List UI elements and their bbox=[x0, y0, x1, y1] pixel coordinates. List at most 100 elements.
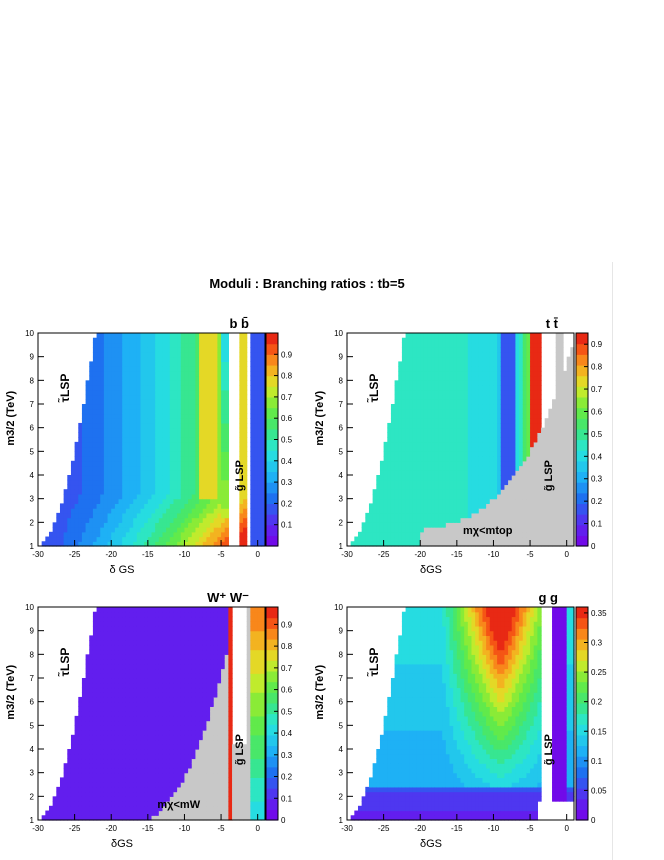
heatmap-cell bbox=[133, 531, 138, 538]
heatmap-cell bbox=[140, 432, 145, 438]
x-tick-label: 0 bbox=[255, 550, 260, 559]
heatmap-cell bbox=[96, 663, 101, 670]
colorbar-band bbox=[266, 375, 278, 382]
heatmap-cell bbox=[478, 375, 484, 381]
heatmap-cell bbox=[394, 422, 399, 429]
heatmap-cell bbox=[423, 441, 429, 448]
heatmap-cell bbox=[177, 541, 182, 547]
heatmap-cell bbox=[199, 536, 204, 542]
heatmap-cell bbox=[416, 479, 421, 486]
heatmap-cell bbox=[416, 489, 421, 495]
heatmap-cell bbox=[103, 479, 109, 486]
heatmap-cell bbox=[434, 408, 440, 415]
heatmap-cell bbox=[533, 479, 538, 486]
heatmap-cell bbox=[100, 696, 105, 703]
heatmap-cell bbox=[100, 649, 105, 655]
heatmap-cell bbox=[257, 446, 262, 452]
heatmap-cell bbox=[372, 503, 377, 509]
heatmap-cell bbox=[548, 422, 553, 429]
heatmap-cell bbox=[250, 437, 255, 443]
heatmap-cell bbox=[92, 625, 98, 632]
heatmap-cell bbox=[453, 337, 458, 344]
heatmap-cell bbox=[169, 385, 175, 391]
heatmap-cell bbox=[482, 508, 487, 514]
heatmap-cell bbox=[504, 418, 509, 424]
heatmap-cell bbox=[449, 541, 454, 547]
heatmap-cell bbox=[445, 489, 451, 495]
colorbar-tick-label: 0.8 bbox=[591, 363, 603, 372]
colorbar-band bbox=[266, 455, 278, 462]
heatmap-cell bbox=[195, 489, 200, 495]
heatmap-cell bbox=[85, 744, 90, 750]
heatmap-cell bbox=[511, 456, 517, 462]
heatmap-cell bbox=[195, 437, 200, 443]
heatmap-cell bbox=[254, 470, 259, 476]
heatmap-cell bbox=[497, 389, 502, 396]
heatmap-cell bbox=[548, 427, 553, 433]
heatmap-cell bbox=[445, 493, 451, 500]
heatmap-cell bbox=[519, 389, 524, 396]
heatmap-cell bbox=[511, 427, 517, 433]
heatmap-cell bbox=[89, 791, 94, 797]
heatmap-cell bbox=[350, 541, 355, 547]
heatmap-cell bbox=[515, 522, 520, 528]
heatmap-cell bbox=[199, 489, 204, 495]
heatmap-cell bbox=[427, 380, 432, 386]
heatmap-cell bbox=[85, 413, 90, 419]
heatmap-cell bbox=[416, 522, 421, 528]
heatmap-cell bbox=[85, 541, 90, 547]
colorbar-tick-label: 0.7 bbox=[591, 385, 603, 394]
heatmap-cell bbox=[188, 366, 193, 372]
heatmap-cell bbox=[442, 522, 447, 528]
heatmap-cell bbox=[158, 456, 164, 462]
heatmap-cell bbox=[147, 427, 153, 433]
heatmap-cell bbox=[133, 337, 138, 344]
heatmap-cell bbox=[191, 337, 197, 344]
heatmap-cell bbox=[563, 385, 568, 391]
heatmap-cell bbox=[85, 682, 90, 689]
heatmap-cell bbox=[56, 801, 61, 807]
heatmap-cell bbox=[173, 441, 178, 448]
heatmap-cell bbox=[133, 389, 138, 396]
heatmap-cell bbox=[566, 385, 571, 391]
heatmap-cell bbox=[59, 536, 65, 542]
heatmap-cell bbox=[173, 427, 178, 433]
heatmap-cell bbox=[427, 446, 432, 452]
heatmap-cell bbox=[548, 531, 553, 538]
heatmap-cell bbox=[67, 777, 72, 783]
heatmap-cell bbox=[372, 536, 377, 542]
heatmap-cell bbox=[217, 437, 222, 443]
heatmap-cell bbox=[166, 484, 171, 490]
heatmap-cell bbox=[191, 413, 197, 419]
y-tick-label: 10 bbox=[334, 329, 343, 338]
heatmap-cells-1 bbox=[41, 333, 266, 547]
heatmap-cell bbox=[467, 437, 473, 443]
heatmap-cell bbox=[537, 441, 542, 448]
heatmap-cell bbox=[445, 517, 451, 523]
heatmap-cell bbox=[173, 451, 178, 457]
heatmap-cell bbox=[184, 479, 189, 486]
heatmap-cell bbox=[537, 418, 542, 424]
heatmap-cell bbox=[445, 541, 451, 547]
heatmap-cell bbox=[427, 465, 432, 471]
heatmap-cell bbox=[129, 333, 134, 339]
heatmap-cell bbox=[177, 399, 182, 405]
heatmap-cell bbox=[552, 446, 557, 452]
heatmap-cell bbox=[464, 489, 469, 495]
heatmap-cell bbox=[555, 361, 560, 367]
heatmap-cell bbox=[522, 498, 528, 504]
heatmap-cell bbox=[217, 333, 222, 339]
heatmap-cell bbox=[217, 404, 222, 410]
heatmap-cell bbox=[548, 527, 553, 533]
heatmap-cell bbox=[96, 711, 101, 717]
heatmap-cell bbox=[566, 460, 571, 467]
heatmap-cell bbox=[405, 465, 410, 471]
heatmap-cell bbox=[563, 413, 568, 419]
heatmap-cell bbox=[85, 692, 90, 698]
heatmap-cell bbox=[206, 508, 211, 514]
heatmap-cell bbox=[500, 479, 506, 486]
heatmap-cell bbox=[177, 389, 182, 396]
heatmap-cell bbox=[70, 739, 76, 745]
heatmap-cell bbox=[555, 347, 560, 353]
heatmap-cell bbox=[460, 337, 465, 344]
